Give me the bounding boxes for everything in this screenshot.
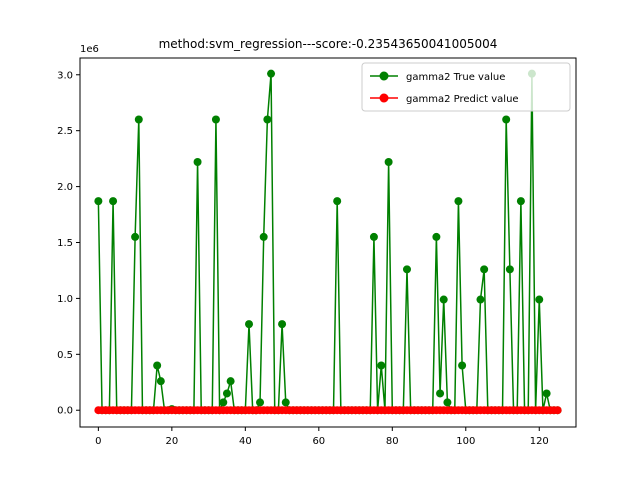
data-point [454, 197, 463, 206]
data-point [458, 361, 467, 370]
data-point [542, 389, 551, 398]
data-point [333, 197, 342, 206]
data-point [109, 197, 118, 206]
data-point [245, 320, 254, 329]
y-tick-label: 1.0 [57, 294, 73, 305]
data-point [211, 115, 220, 124]
y-tick-label: 2.5 [57, 126, 73, 137]
y-axis: 0.0 0.5 1.0 1.5 2.0 2.5 3.0 [57, 70, 80, 417]
chart-title: method:svm_regression---score:-0.2354365… [159, 37, 498, 51]
data-point [263, 115, 272, 124]
series-layer [94, 69, 562, 415]
data-point [480, 265, 489, 274]
x-tick-label: 40 [239, 436, 252, 447]
data-point [436, 389, 445, 398]
x-tick-label: 0 [95, 436, 101, 447]
series-predict [94, 406, 562, 415]
data-point [222, 389, 231, 398]
data-point [432, 232, 441, 241]
data-point [226, 377, 235, 386]
data-point [443, 398, 452, 407]
legend-label-predict: gamma2 Predict value [406, 94, 519, 105]
data-point [377, 361, 386, 370]
x-axis: 0 20 40 60 80 100 120 [95, 427, 549, 447]
data-point [535, 295, 544, 304]
y-tick-label: 0.0 [57, 406, 73, 417]
data-point [384, 157, 393, 166]
data-point [153, 361, 162, 370]
data-point [505, 265, 514, 274]
data-point [369, 232, 378, 241]
data-point [134, 115, 143, 124]
x-tick-label: 120 [530, 436, 549, 447]
data-point [476, 295, 485, 304]
data-point [94, 197, 103, 206]
legend-marker-true [379, 71, 389, 81]
data-point [259, 232, 268, 241]
legend: gamma2 True value gamma2 Predict value [361, 62, 571, 112]
data-point [193, 157, 202, 166]
data-point [256, 398, 265, 407]
data-point [278, 320, 287, 329]
y-offset-label: 1e6 [80, 44, 99, 55]
x-tick-label: 100 [456, 436, 475, 447]
y-tick-label: 3.0 [57, 70, 73, 81]
legend-entry-predict: gamma2 Predict value [370, 93, 519, 105]
data-point [439, 295, 448, 304]
plot-area [79, 57, 577, 428]
legend-box [361, 62, 571, 112]
data-point [281, 398, 290, 407]
legend-entry-true: gamma2 True value [370, 71, 505, 83]
data-point [219, 398, 228, 407]
x-tick-label: 80 [386, 436, 399, 447]
y-tick-label: 1.5 [57, 238, 73, 249]
y-tick-label: 0.5 [57, 350, 73, 361]
data-point [156, 377, 165, 386]
data-point [267, 69, 276, 78]
data-point [131, 232, 140, 241]
y-tick-label: 2.0 [57, 182, 73, 193]
data-point [553, 406, 562, 415]
legend-marker-predict [379, 93, 389, 103]
data-point [502, 115, 511, 124]
data-point [516, 197, 525, 206]
data-point [402, 265, 411, 274]
x-tick-label: 60 [312, 436, 325, 447]
x-tick-label: 20 [165, 436, 178, 447]
legend-label-true: gamma2 True value [406, 72, 505, 83]
